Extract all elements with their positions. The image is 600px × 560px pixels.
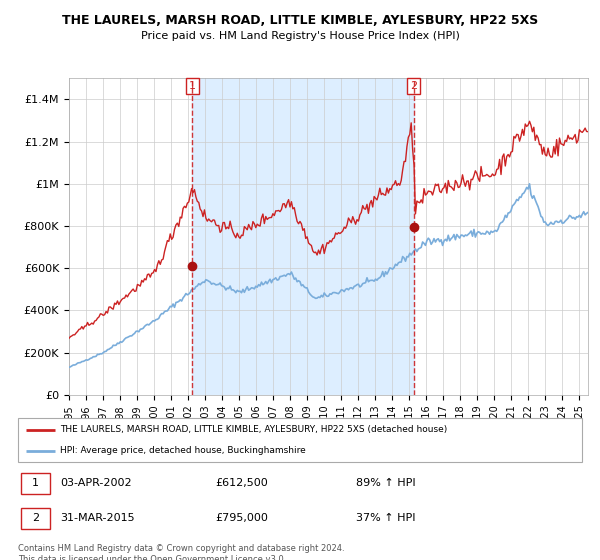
Text: Price paid vs. HM Land Registry's House Price Index (HPI): Price paid vs. HM Land Registry's House …: [140, 31, 460, 41]
Text: 89% ↑ HPI: 89% ↑ HPI: [356, 478, 416, 488]
Bar: [21, 507, 50, 529]
Text: 1: 1: [189, 81, 196, 91]
Text: £795,000: £795,000: [215, 513, 268, 523]
Text: 1: 1: [32, 478, 39, 488]
Text: 2: 2: [410, 81, 417, 91]
Text: Contains HM Land Registry data © Crown copyright and database right 2024.
This d: Contains HM Land Registry data © Crown c…: [18, 544, 344, 560]
Bar: [193, 78, 413, 395]
Text: THE LAURELS, MARSH ROAD, LITTLE KIMBLE, AYLESBURY, HP22 5XS (detached house): THE LAURELS, MARSH ROAD, LITTLE KIMBLE, …: [60, 425, 448, 434]
Text: 03-APR-2002: 03-APR-2002: [60, 478, 132, 488]
Text: £612,500: £612,500: [215, 478, 268, 488]
Text: 31-MAR-2015: 31-MAR-2015: [60, 513, 135, 523]
Bar: [21, 473, 50, 493]
Text: THE LAURELS, MARSH ROAD, LITTLE KIMBLE, AYLESBURY, HP22 5XS: THE LAURELS, MARSH ROAD, LITTLE KIMBLE, …: [62, 14, 538, 27]
Text: 37% ↑ HPI: 37% ↑ HPI: [356, 513, 416, 523]
Text: HPI: Average price, detached house, Buckinghamshire: HPI: Average price, detached house, Buck…: [60, 446, 306, 455]
Text: 2: 2: [32, 513, 39, 523]
